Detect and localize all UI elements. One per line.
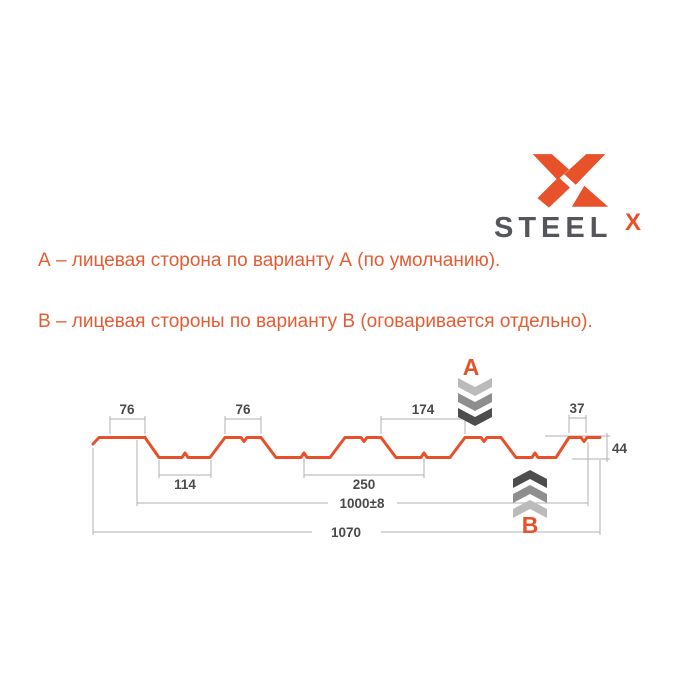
- logo-wordmark: STEEL: [494, 212, 613, 244]
- dim-working-width: 1000±8: [136, 440, 589, 511]
- chevron-up-icon: [513, 485, 547, 503]
- marker-a-label: A: [463, 354, 480, 380]
- dim-rib1-top: 76: [109, 402, 146, 434]
- logo-wordmark-x: X: [625, 209, 642, 236]
- chevron-up-icon: [513, 470, 547, 488]
- dim-label: 114: [174, 477, 196, 492]
- dim-label: 44: [612, 441, 628, 456]
- profile-drawing: 76 76 174 37 44 114 250: [91, 354, 628, 540]
- dim-label: 76: [119, 402, 135, 417]
- chevron-down-icon: [458, 393, 492, 411]
- chevron-up-icon: [513, 500, 547, 518]
- marker-b-label: B: [522, 512, 539, 538]
- logo-x-bottom-right-arm: [571, 185, 609, 207]
- marker-front-b: B: [513, 470, 547, 538]
- dim-rib-gap: 174: [380, 402, 466, 434]
- dim-overall-width: 1070: [92, 448, 601, 540]
- note-variant-a: А – лицевая сторона по варианту А (по ум…: [38, 250, 501, 271]
- dim-rib2-top: 76: [224, 402, 262, 434]
- dim-label: 1000±8: [340, 496, 385, 511]
- profile-outline: [91, 436, 602, 459]
- marker-front-a: A: [458, 354, 492, 426]
- note-variant-b: В – лицевая стороны по варианту В (огова…: [38, 311, 593, 332]
- dim-label: 250: [353, 477, 376, 492]
- dim-label: 1070: [331, 525, 361, 540]
- logo-x-top-left-arm: [532, 154, 569, 180]
- dim-label: 37: [569, 401, 584, 416]
- dim-valley: 114: [158, 460, 212, 492]
- dim-pitch: 250: [303, 458, 425, 492]
- logo-x-top-right-arm: [564, 154, 606, 185]
- dim-label: 76: [235, 402, 251, 417]
- steelx-logo-icon: [532, 154, 609, 208]
- logo-x-center-jog: [537, 177, 570, 208]
- dim-last-rib: 37: [568, 401, 587, 433]
- chevron-down-icon: [458, 378, 492, 396]
- chevron-down-icon: [458, 408, 492, 426]
- dim-label: 174: [412, 402, 435, 417]
